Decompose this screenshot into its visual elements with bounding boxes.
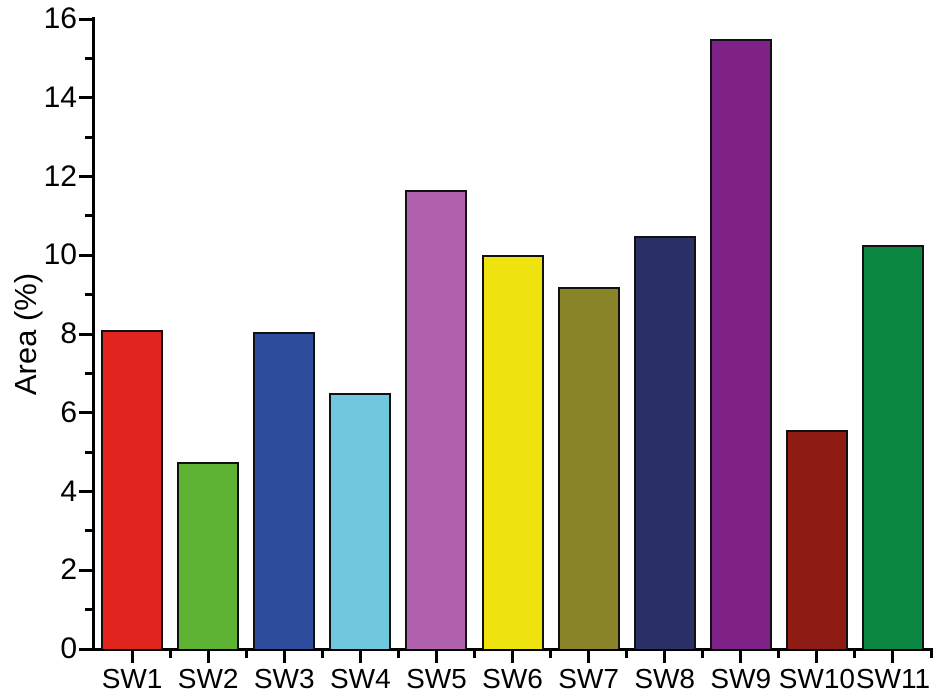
x-tick-label-sw2: SW2 — [177, 663, 239, 694]
x-major-tick — [206, 649, 210, 663]
x-minor-tick — [472, 649, 476, 658]
bar-sw3 — [253, 332, 316, 649]
y-major-tick — [79, 17, 94, 21]
y-minor-tick — [85, 56, 94, 60]
x-minor-tick — [929, 649, 933, 658]
y-tick-label: 16 — [43, 2, 77, 35]
y-major-tick — [79, 568, 94, 572]
y-minor-tick — [85, 608, 94, 612]
y-minor-tick — [85, 450, 94, 454]
x-tick-label-sw7: SW7 — [558, 663, 619, 694]
bar-sw11 — [861, 245, 924, 649]
x-minor-tick — [168, 649, 172, 658]
x-minor-tick — [777, 649, 781, 658]
x-minor-tick — [396, 649, 400, 658]
x-tick-label-sw3: SW3 — [253, 663, 315, 694]
y-tick-label: 4 — [60, 474, 77, 508]
y-major-tick — [79, 647, 94, 651]
bar-sw5 — [405, 190, 468, 649]
x-minor-tick — [320, 649, 324, 658]
x-tick-label-sw11: SW11 — [855, 663, 931, 694]
y-tick-label: 12 — [43, 159, 77, 193]
x-minor-tick — [701, 649, 705, 658]
y-minor-tick — [85, 529, 94, 533]
y-major-tick — [79, 332, 94, 336]
y-minor-tick — [85, 214, 94, 218]
x-tick-label-sw1: SW1 — [101, 663, 163, 694]
x-major-tick — [815, 649, 819, 663]
x-tick-label-sw9: SW9 — [710, 663, 772, 694]
y-tick-label: 10 — [43, 238, 77, 272]
x-tick-label-sw4: SW4 — [329, 663, 391, 694]
y-major-tick — [79, 175, 94, 178]
y-minor-tick — [85, 293, 94, 297]
x-minor-tick — [853, 649, 857, 658]
y-tick-label: 8 — [60, 317, 77, 350]
x-major-tick — [739, 649, 743, 663]
bar-sw10 — [785, 430, 848, 649]
x-major-tick — [663, 649, 667, 663]
y-minor-tick — [85, 371, 94, 375]
bar-sw4 — [329, 393, 392, 649]
x-major-tick — [130, 649, 134, 663]
y-tick-label: 2 — [60, 553, 77, 587]
y-major-tick — [79, 490, 94, 493]
bar-sw1 — [101, 330, 164, 649]
x-minor-tick — [244, 649, 248, 658]
x-tick-label-sw10: SW10 — [778, 663, 855, 694]
bar-sw8 — [633, 235, 696, 649]
y-tick-label: 6 — [60, 395, 77, 429]
x-major-tick — [434, 649, 438, 663]
x-minor-tick — [625, 649, 629, 658]
x-major-tick — [587, 649, 591, 663]
y-tick-label: 14 — [43, 80, 77, 114]
bar-sw2 — [177, 461, 240, 649]
bar-sw7 — [557, 286, 620, 649]
x-major-tick — [891, 649, 895, 663]
y-major-tick — [79, 411, 94, 415]
x-tick-label-sw8: SW8 — [634, 663, 696, 694]
bar-sw9 — [709, 38, 772, 649]
y-major-tick — [79, 96, 94, 100]
x-tick-label-sw6: SW6 — [482, 663, 543, 694]
x-major-tick — [358, 649, 362, 663]
x-major-tick — [282, 649, 286, 663]
bar-sw6 — [481, 255, 544, 649]
x-minor-tick — [549, 649, 553, 658]
y-minor-tick — [85, 135, 94, 139]
y-tick-label: 0 — [60, 632, 77, 665]
x-tick-label-sw5: SW5 — [406, 663, 467, 694]
x-major-tick — [511, 649, 514, 663]
y-major-tick — [79, 253, 94, 257]
